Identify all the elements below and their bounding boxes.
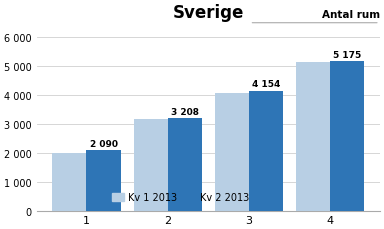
Title: Sverige: Sverige	[173, 4, 244, 22]
Bar	[330, 62, 364, 211]
Legend: Kv 1 2013, Kv 2 2013: Kv 1 2013, Kv 2 2013	[108, 188, 253, 206]
Text: 4 154: 4 154	[252, 80, 280, 89]
Text: 5 175: 5 175	[333, 51, 361, 60]
Bar	[249, 91, 283, 211]
Bar	[168, 118, 202, 211]
Bar	[134, 119, 168, 211]
Text: 3 208: 3 208	[171, 107, 199, 116]
Bar	[86, 151, 121, 211]
Bar	[52, 153, 86, 211]
Text: 2 090: 2 090	[89, 139, 118, 148]
Bar	[296, 63, 330, 211]
Bar	[215, 93, 249, 211]
Text: Antal rum: Antal rum	[322, 10, 380, 20]
